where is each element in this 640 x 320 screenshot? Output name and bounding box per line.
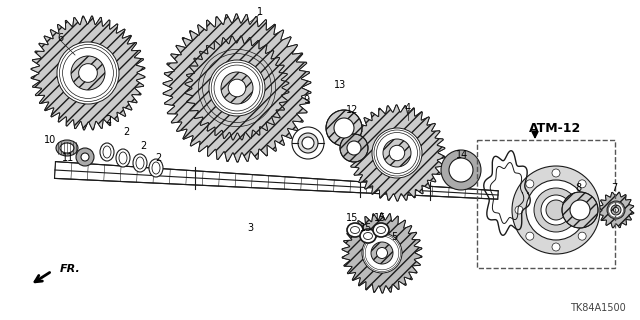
Ellipse shape: [133, 154, 147, 172]
Circle shape: [334, 118, 354, 138]
Text: 3: 3: [247, 223, 253, 233]
Circle shape: [526, 180, 534, 188]
Ellipse shape: [149, 159, 163, 177]
Circle shape: [347, 141, 361, 155]
Ellipse shape: [103, 146, 111, 158]
Circle shape: [362, 233, 402, 273]
Circle shape: [340, 134, 368, 162]
Circle shape: [607, 201, 625, 219]
Circle shape: [526, 180, 586, 240]
Text: 14: 14: [456, 150, 468, 160]
Text: TK84A1500: TK84A1500: [570, 303, 626, 313]
Circle shape: [195, 46, 279, 130]
Bar: [477, 140, 615, 268]
Text: 2: 2: [105, 115, 111, 125]
Polygon shape: [31, 16, 145, 130]
Ellipse shape: [364, 233, 372, 239]
Text: 2: 2: [155, 153, 161, 163]
Text: 12: 12: [346, 105, 358, 115]
Circle shape: [326, 110, 362, 146]
Ellipse shape: [136, 157, 144, 169]
Circle shape: [526, 232, 534, 240]
Ellipse shape: [60, 143, 74, 153]
Circle shape: [534, 188, 578, 232]
Text: 2: 2: [140, 141, 146, 151]
Polygon shape: [349, 105, 445, 201]
Circle shape: [298, 133, 318, 153]
Text: 1: 1: [257, 7, 263, 17]
Ellipse shape: [347, 223, 363, 237]
Circle shape: [578, 232, 586, 240]
Text: 5: 5: [391, 232, 397, 242]
Circle shape: [372, 128, 422, 178]
Text: 13: 13: [334, 80, 346, 90]
Polygon shape: [163, 14, 311, 162]
Circle shape: [570, 200, 590, 220]
Text: 11: 11: [62, 153, 74, 163]
Ellipse shape: [376, 227, 385, 234]
Text: 7: 7: [611, 183, 617, 193]
Text: 15: 15: [374, 213, 386, 223]
Circle shape: [292, 127, 324, 159]
Circle shape: [611, 205, 621, 215]
Circle shape: [578, 180, 586, 188]
Circle shape: [209, 60, 265, 116]
Text: 10: 10: [44, 135, 56, 145]
Ellipse shape: [116, 149, 130, 167]
Text: 15: 15: [360, 223, 372, 233]
Circle shape: [552, 243, 560, 251]
Circle shape: [546, 200, 566, 220]
Text: 15: 15: [346, 213, 358, 223]
Circle shape: [79, 64, 97, 82]
Ellipse shape: [100, 143, 114, 161]
Ellipse shape: [351, 227, 360, 234]
Ellipse shape: [360, 229, 376, 243]
Circle shape: [552, 169, 560, 177]
Circle shape: [302, 137, 314, 149]
Text: 9: 9: [303, 95, 309, 105]
Circle shape: [376, 247, 387, 259]
Circle shape: [449, 158, 473, 182]
Circle shape: [221, 72, 253, 104]
Circle shape: [81, 153, 89, 161]
Circle shape: [512, 166, 600, 254]
Polygon shape: [185, 36, 289, 140]
Ellipse shape: [56, 140, 78, 156]
Circle shape: [589, 206, 597, 214]
Text: FR.: FR.: [60, 264, 81, 274]
Polygon shape: [598, 192, 634, 228]
Text: 6: 6: [57, 33, 63, 43]
Ellipse shape: [373, 223, 389, 237]
Circle shape: [228, 79, 246, 97]
Circle shape: [76, 148, 94, 166]
Text: ATM-12: ATM-12: [529, 122, 581, 134]
Polygon shape: [31, 16, 145, 130]
Polygon shape: [54, 162, 498, 199]
Polygon shape: [342, 213, 422, 293]
Text: 8: 8: [575, 183, 581, 193]
Ellipse shape: [119, 152, 127, 164]
Polygon shape: [163, 14, 311, 162]
Circle shape: [71, 56, 105, 90]
Polygon shape: [185, 36, 289, 140]
Text: 4: 4: [405, 103, 411, 113]
Circle shape: [57, 42, 119, 104]
Circle shape: [371, 242, 393, 264]
Circle shape: [562, 192, 598, 228]
Circle shape: [515, 206, 523, 214]
Circle shape: [614, 207, 618, 212]
Ellipse shape: [152, 162, 160, 174]
Circle shape: [541, 195, 571, 225]
Circle shape: [389, 145, 404, 161]
Polygon shape: [598, 192, 634, 228]
Text: 2: 2: [123, 127, 129, 137]
Polygon shape: [342, 213, 422, 293]
Circle shape: [441, 150, 481, 190]
Polygon shape: [349, 105, 445, 201]
Circle shape: [383, 139, 411, 167]
